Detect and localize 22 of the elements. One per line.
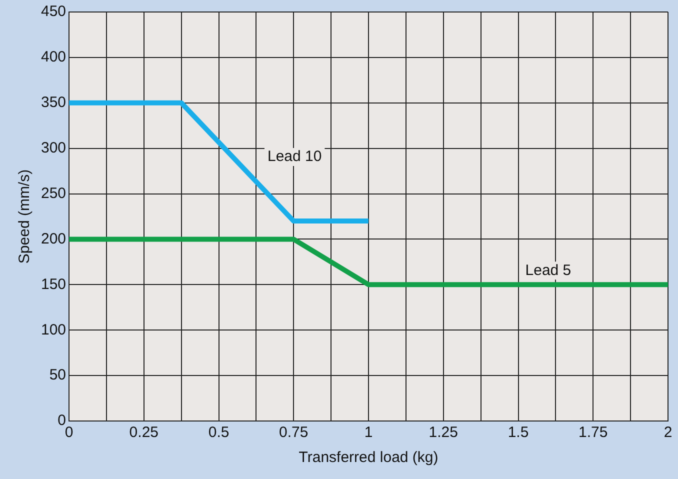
x-tick-label: 0.25	[129, 424, 158, 442]
y-tick-label: 300	[40, 139, 66, 156]
y-tick-label: 350	[40, 94, 66, 112]
y-tick-label: 150	[40, 276, 66, 293]
x-tick-label: 1.75	[578, 424, 608, 442]
y-axis-title: Speed (mm/s)	[16, 169, 34, 264]
y-tick-label: 100	[40, 321, 66, 338]
x-tick-label: 1	[364, 424, 373, 442]
series-label: Lead 10	[267, 148, 322, 166]
y-tick-label: 450	[40, 3, 66, 20]
x-tick-label: 0.75	[279, 424, 308, 442]
y-tick-label: 200	[40, 230, 66, 248]
x-tick-label: 2	[664, 424, 672, 442]
y-tick-label: 400	[40, 48, 66, 66]
x-tick-label: 0.5	[208, 424, 230, 442]
y-tick-label: 50	[49, 366, 66, 384]
x-axis-title: Transferred load (kg)	[298, 449, 438, 466]
x-tick-label: 1.25	[428, 424, 458, 442]
y-tick-label: 0	[58, 412, 66, 430]
x-tick-label: 1.5	[508, 424, 529, 442]
series-label: Lead 5	[525, 262, 572, 279]
y-tick-label: 250	[40, 184, 66, 202]
